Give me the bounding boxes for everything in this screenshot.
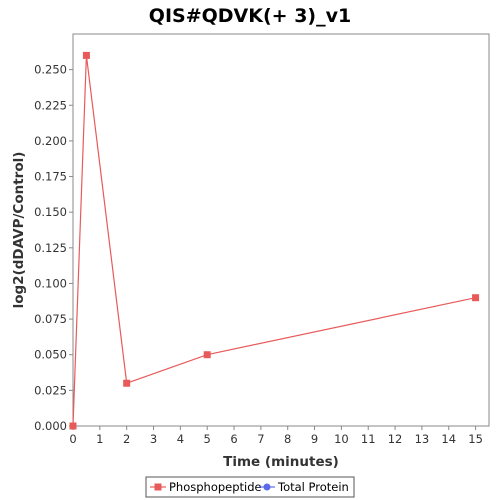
chart-title: QIS#QDVK(+ 3)_v1 [149,5,351,27]
x-tick-label: 7 [257,432,264,446]
x-tick-label: 13 [415,432,430,446]
x-tick-label: 2 [123,432,130,446]
data-point [69,422,77,430]
x-axis: 0 1 2 3 4 5 6 7 8 9 10 11 12 13 14 15 [69,426,483,446]
data-point [472,294,480,302]
x-axis-label: Time (minutes) [223,454,339,470]
y-tick-label: 0.000 [34,419,67,433]
legend-marker [154,483,162,491]
x-tick-label: 15 [468,432,483,446]
x-tick-label: 9 [311,432,318,446]
x-tick-label: 14 [441,432,456,446]
series-layer [69,51,480,430]
legend-label: Phosphopeptide [169,480,262,494]
x-tick-label: 6 [230,432,237,446]
legend-marker [263,483,271,491]
y-tick-label: 0.150 [34,205,67,219]
y-tick-label: 0.250 [34,63,67,77]
y-tick-label: 0.025 [34,383,67,397]
x-tick-label: 12 [388,432,403,446]
x-tick-label: 5 [204,432,211,446]
y-axis: 0.000 0.025 0.050 0.075 0.100 0.125 0.150 0.175… [34,63,73,433]
data-point [203,351,211,359]
data-point [123,379,131,387]
y-axis-label: log2(dDAVP/Control) [11,152,27,309]
y-tick-label: 0.050 [34,348,67,362]
x-tick-label: 3 [150,432,157,446]
y-tick-label: 0.075 [34,312,67,326]
x-tick-label: 1 [96,432,103,446]
x-tick-label: 10 [334,432,349,446]
y-tick-label: 0.200 [34,134,67,148]
x-tick-label: 11 [361,432,376,446]
legend-box [145,476,355,498]
x-tick-label: 0 [69,432,76,446]
y-tick-label: 0.175 [34,170,67,184]
x-tick-label: 8 [284,432,291,446]
plot-area [72,33,490,427]
y-tick-label: 0.225 [34,98,67,112]
legend-label: Total Protein [277,480,349,494]
legend: Phosphopeptide Total Protein [145,476,355,498]
data-point [82,51,90,59]
y-tick-label: 0.125 [34,241,67,255]
y-tick-label: 0.100 [34,276,67,290]
x-tick-label: 4 [177,432,184,446]
